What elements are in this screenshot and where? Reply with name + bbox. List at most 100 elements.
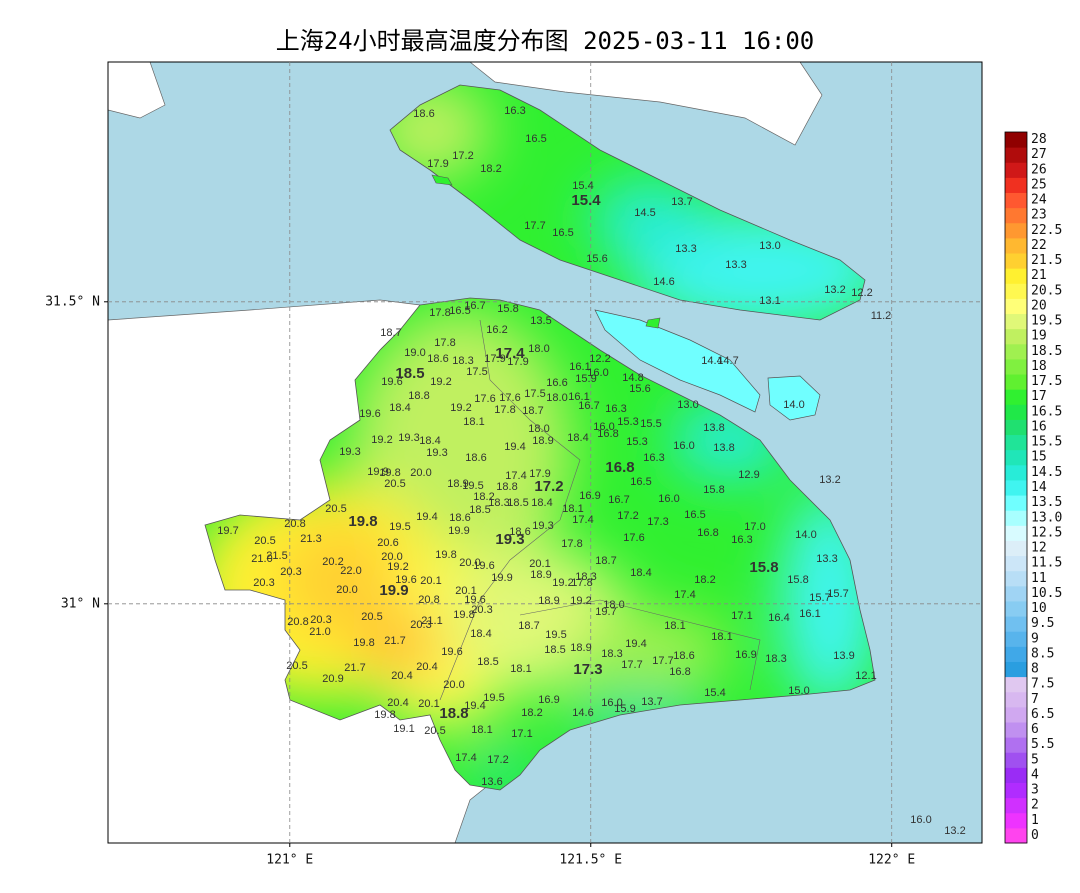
colorbar-label: 16 [1031,419,1047,434]
station-value: 20.0 [459,557,480,569]
colorbar-band [1005,646,1027,662]
station-value: 19.6 [441,646,462,658]
station-value: 17.8 [434,337,455,349]
station-value: 18.4 [419,435,440,447]
colorbar-band [1005,222,1027,239]
station-value: 20.8 [418,594,439,606]
colorbar-band [1005,449,1027,466]
station-value: 19.6 [464,594,485,606]
colorbar-label: 28 [1031,132,1047,147]
station-value: 20.5 [361,611,382,623]
station-value: 17.4 [572,514,593,526]
station-value: 17.5 [466,366,487,378]
station-value: 14.8 [622,372,643,384]
station-value: 16.5 [684,509,705,521]
station-value: 13.6 [481,776,502,788]
station-value: 17.2 [452,150,473,162]
colorbar-label: 11 [1031,571,1047,586]
colorbar-band [1005,253,1027,269]
station-value: 18.5 [477,656,498,668]
station-value: 12.9 [738,469,759,481]
station-value: 19.8 [435,549,456,561]
islet [431,174,453,186]
colorbar-band [1005,661,1027,678]
colorbar-band [1005,691,1027,708]
district-mean: 18.5 [395,365,424,382]
station-value: 18.8 [496,481,517,493]
station-value: 18.0 [603,599,624,611]
colorbar-label: 15 [1031,450,1047,465]
station-value: 19.0 [404,347,425,359]
station-value: 16.7 [578,400,599,412]
station-value: 15.7 [809,592,830,604]
station-value: 19.5 [483,692,504,704]
colorbar-band [1005,479,1027,496]
station-value: 18.3 [765,653,786,665]
colorbar-band [1005,631,1027,647]
colorbar-band [1005,797,1027,814]
station-value: 11.2 [871,310,892,322]
station-value: 19.6 [381,376,402,388]
colorbar-band [1005,283,1027,299]
colorbar-label: 22.5 [1031,223,1062,238]
colorbar-label: 23 [1031,208,1047,223]
station-value: 19.3 [532,520,553,532]
station-value: 19.6 [395,574,416,586]
station-value: 18.2 [480,163,501,175]
station-value: 12.1 [855,670,876,682]
station-value: 17.2 [617,510,638,522]
station-value: 19.4 [504,441,525,453]
district-mean: 18.8 [439,705,468,722]
station-value: 19.2 [387,561,408,573]
colorbar-frame [1004,131,1028,844]
colorbar-band [1005,782,1027,799]
district-border [519,599,761,691]
station-value: 19.3 [426,447,447,459]
station-value: 16.7 [464,300,485,312]
station-value: 18.7 [518,620,539,632]
colorbar-label: 5.5 [1031,737,1054,752]
colorbar-label: 7.5 [1031,677,1054,692]
station-value: 17.6 [474,393,495,405]
station-value: 21.5 [266,550,287,562]
station-value: 17.1 [731,610,752,622]
colorbar-label: 2 [1031,798,1039,813]
colorbar-band [1005,600,1027,617]
station-value: 19.2 [552,577,573,589]
plot-frame [107,61,983,844]
colorbar-band [1005,555,1027,572]
station-value: 16.0 [593,421,614,433]
station-value: 18.2 [521,707,542,719]
station-value: 19.2 [371,434,392,446]
colorbar-label: 26 [1031,162,1047,177]
station-value: 17.6 [623,532,644,544]
colorbar-label: 1 [1031,813,1039,828]
colorbar-band [1005,237,1027,254]
station-value: 18.6 [427,353,448,365]
station-value: 14.5 [634,207,655,219]
station-value: 13.1 [759,295,780,307]
colorbar-label: 18.5 [1031,344,1062,359]
station-value: 16.8 [597,428,618,440]
colorbar-label: 13.5 [1031,495,1062,510]
station-value: 16.5 [449,305,470,317]
colorbar-label: 17.5 [1031,374,1062,389]
station-value: 17.2 [487,754,508,766]
station-value: 17.3 [647,516,668,528]
colorbar-band [1005,313,1027,330]
station-value: 17.8 [571,577,592,589]
station-value: 20.3 [280,566,301,578]
station-value: 18.6 [413,108,434,120]
district-mean: 19.8 [348,513,377,530]
colorbar-label: 22 [1031,238,1047,253]
station-value: 18.3 [575,571,596,583]
station-value: 20.5 [254,535,275,547]
colorbar-band [1005,132,1027,148]
station-value: 18.2 [473,491,494,503]
colorbar-band [1005,464,1027,481]
station-value: 17.4 [455,752,476,764]
station-value: 17.8 [494,404,515,416]
station-value: 13.7 [671,196,692,208]
station-value: 20.3 [410,619,431,631]
station-value: 18.7 [595,555,616,567]
